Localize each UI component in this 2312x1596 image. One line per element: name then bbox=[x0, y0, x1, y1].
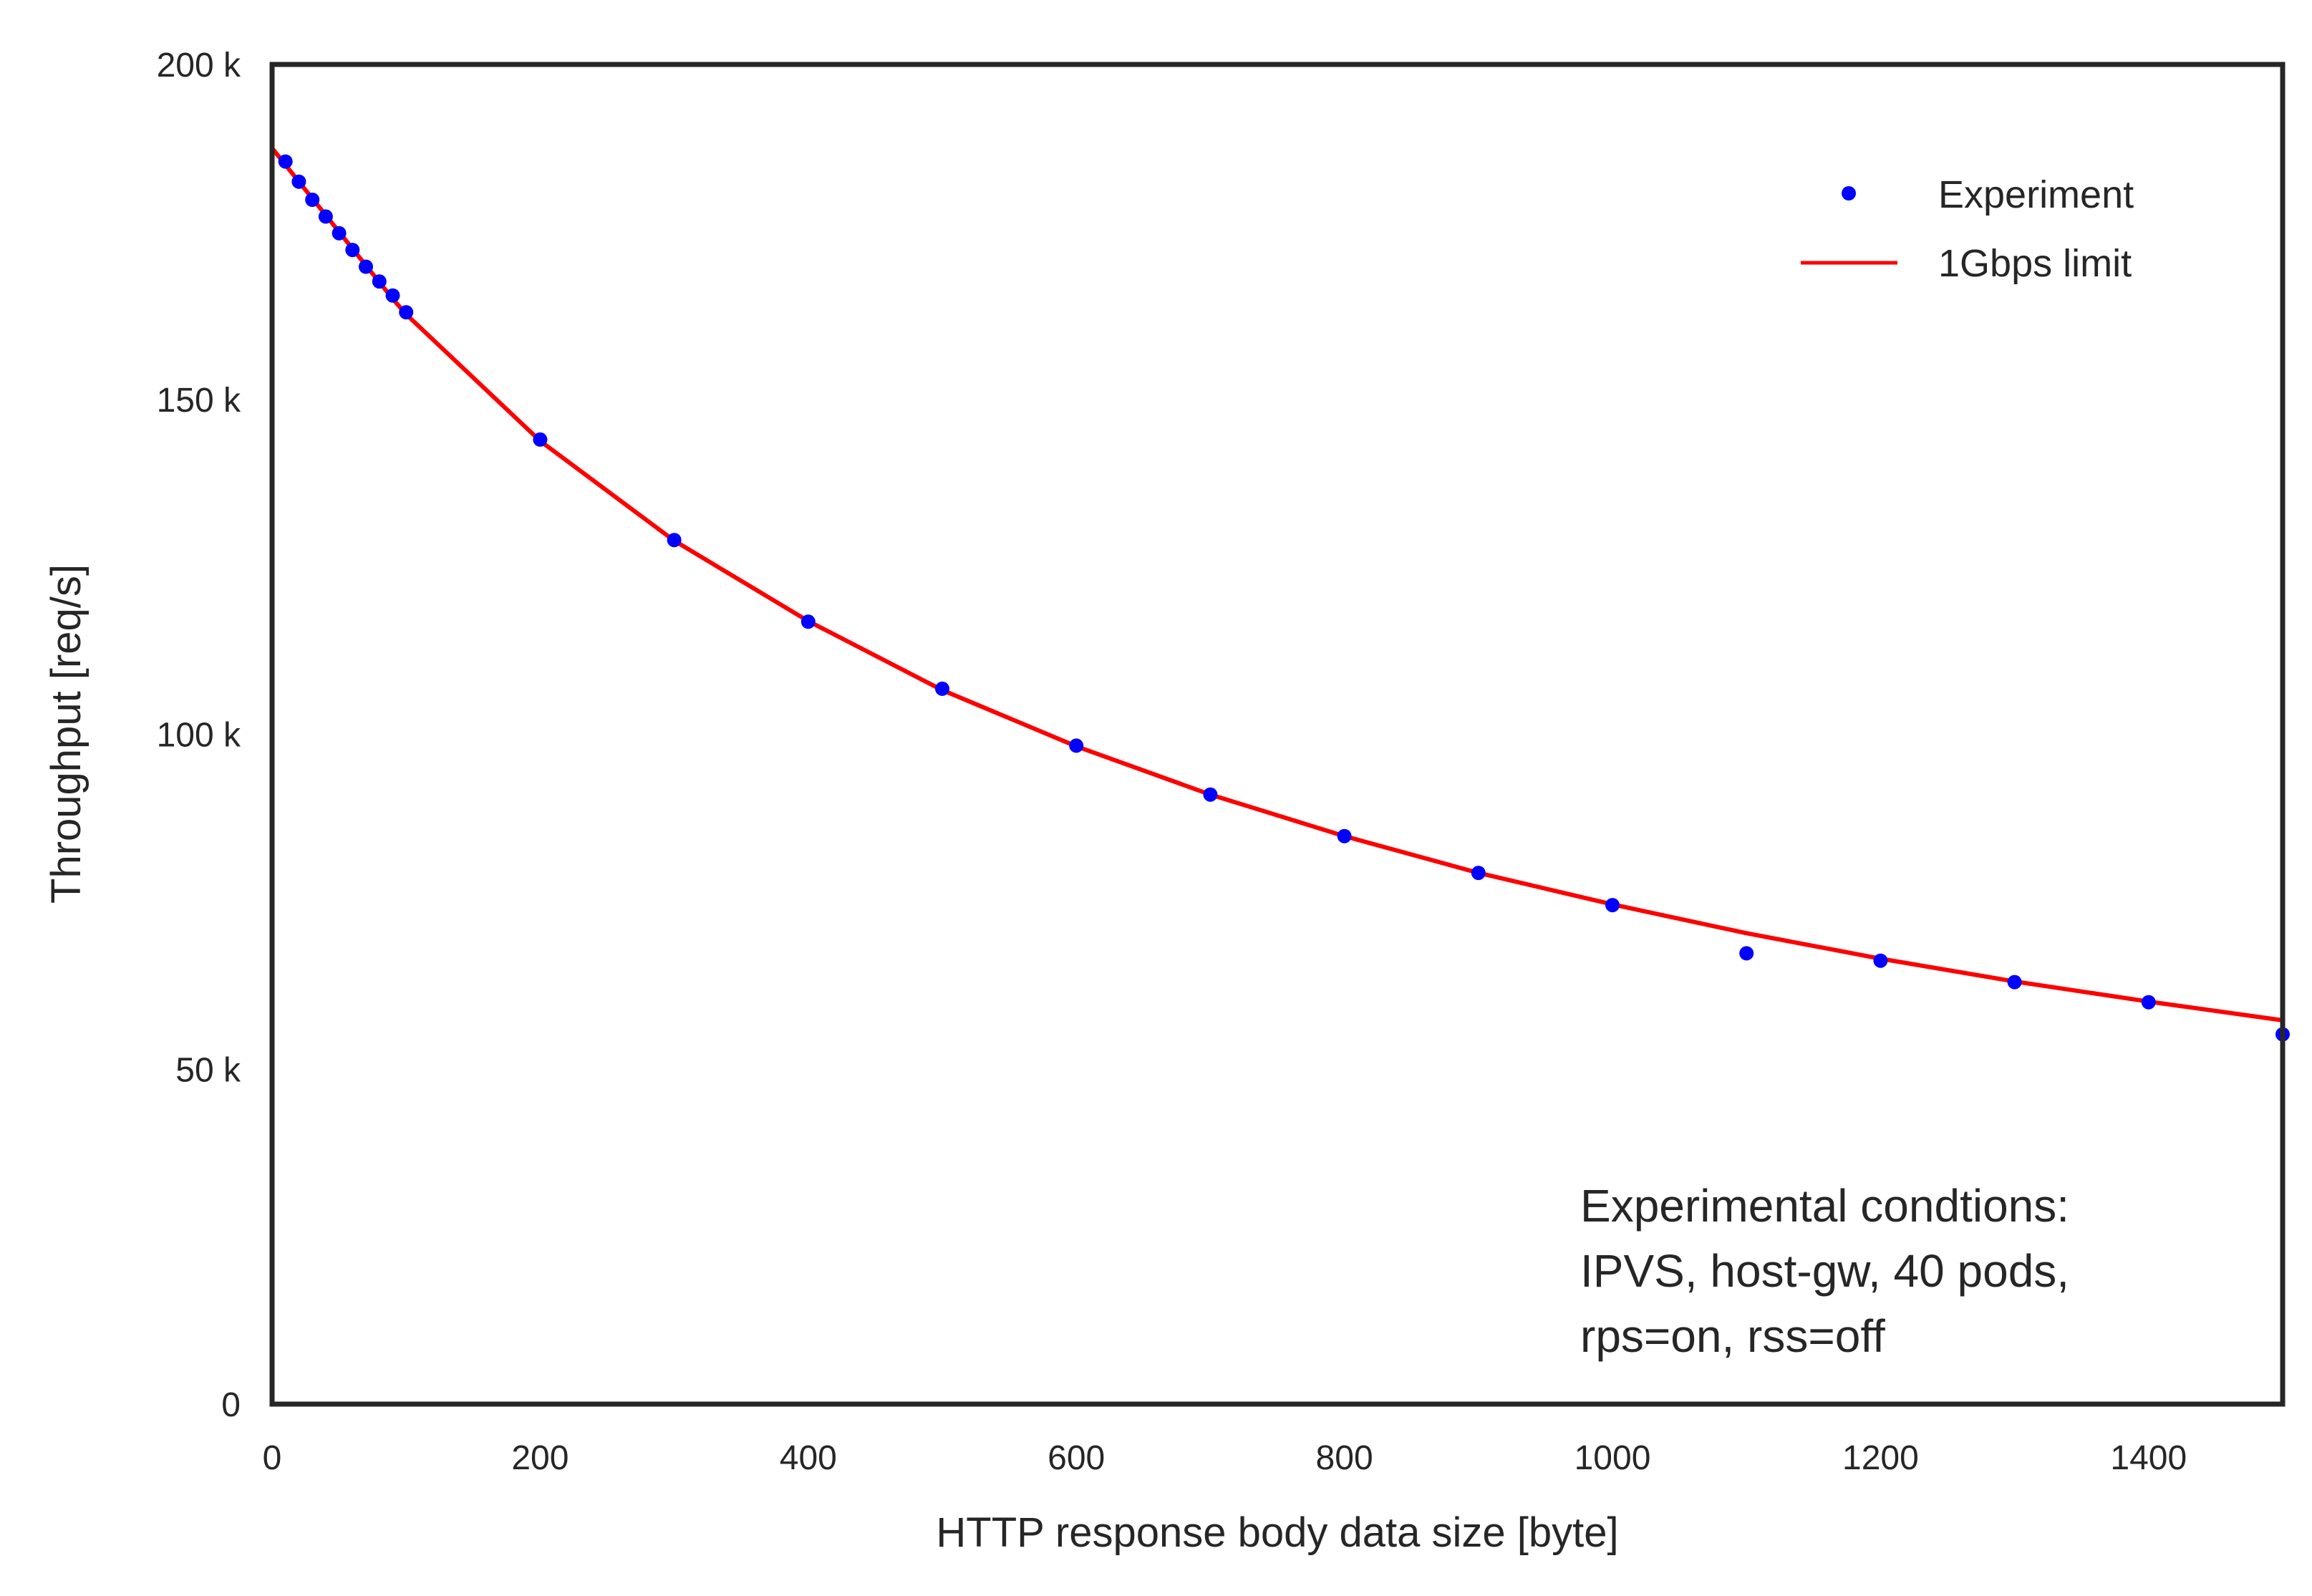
data-point-experiment bbox=[399, 305, 414, 320]
data-point-experiment bbox=[533, 432, 548, 447]
data-point-experiment bbox=[1471, 866, 1486, 881]
data-point-experiment bbox=[318, 209, 333, 224]
data-point-experiment bbox=[1337, 828, 1352, 843]
data-point-experiment bbox=[1605, 898, 1620, 913]
x-tick-label: 200 bbox=[511, 1439, 569, 1477]
data-point-experiment bbox=[935, 681, 949, 696]
data-point-experiment bbox=[1873, 953, 1888, 968]
y-axis-ticks: 0 50 k 100 k 150 k 200 k bbox=[157, 47, 241, 1424]
legend-marker-experiment bbox=[1842, 186, 1856, 200]
conditions-annotation: Experimental condtions: IPVS, host-gw, 4… bbox=[1580, 1180, 2069, 1362]
data-point-experiment bbox=[291, 174, 306, 189]
x-tick-label: 1400 bbox=[2110, 1439, 2187, 1477]
data-point-experiment bbox=[372, 274, 387, 289]
data-point-experiment bbox=[1069, 738, 1084, 753]
data-point-experiment bbox=[359, 259, 373, 274]
annotation-line-1: Experimental condtions: bbox=[1580, 1180, 2069, 1232]
data-point-experiment bbox=[332, 226, 347, 241]
y-tick-label: 0 bbox=[221, 1386, 241, 1424]
points-layer bbox=[278, 154, 2290, 1042]
x-tick-label: 1000 bbox=[1575, 1439, 1651, 1477]
x-tick-label: 0 bbox=[263, 1439, 282, 1477]
plot-frame bbox=[269, 62, 2286, 1407]
x-axis-ticks: 0 200 400 600 800 1000 1200 1400 bbox=[263, 1439, 2187, 1477]
data-point-experiment bbox=[2007, 974, 2022, 990]
data-point-experiment bbox=[1203, 787, 1218, 802]
y-tick-label: 150 k bbox=[157, 382, 241, 420]
x-tick-label: 1200 bbox=[1842, 1439, 1919, 1477]
x-tick-label: 800 bbox=[1316, 1439, 1373, 1477]
y-tick-label: 200 k bbox=[157, 47, 241, 84]
data-point-experiment bbox=[278, 154, 293, 169]
plot-background bbox=[272, 64, 2283, 1404]
legend-label-experiment: Experiment bbox=[1938, 173, 2134, 216]
data-point-experiment bbox=[1739, 946, 1754, 961]
x-axis-label: HTTP response body data size [byte] bbox=[936, 1509, 1618, 1556]
legend: Experiment 1Gbps limit bbox=[1801, 173, 2134, 285]
data-point-experiment bbox=[385, 288, 400, 303]
data-point-experiment bbox=[345, 243, 360, 258]
annotation-line-2: IPVS, host-gw, 40 pods, bbox=[1580, 1245, 2069, 1297]
y-tick-label: 50 k bbox=[175, 1051, 241, 1089]
data-point-experiment bbox=[2141, 995, 2156, 1010]
data-point-experiment bbox=[667, 533, 682, 548]
x-tick-label: 400 bbox=[780, 1439, 837, 1477]
data-point-experiment bbox=[305, 193, 320, 207]
x-tick-label: 600 bbox=[1048, 1439, 1105, 1477]
annotation-line-3: rps=on, rss=off bbox=[1580, 1310, 1885, 1362]
y-axis-label: Throughput [req/s] bbox=[43, 564, 90, 904]
data-point-experiment bbox=[801, 614, 816, 629]
y-tick-label: 100 k bbox=[157, 717, 241, 755]
legend-label-1gbps: 1Gbps limit bbox=[1938, 242, 2132, 285]
